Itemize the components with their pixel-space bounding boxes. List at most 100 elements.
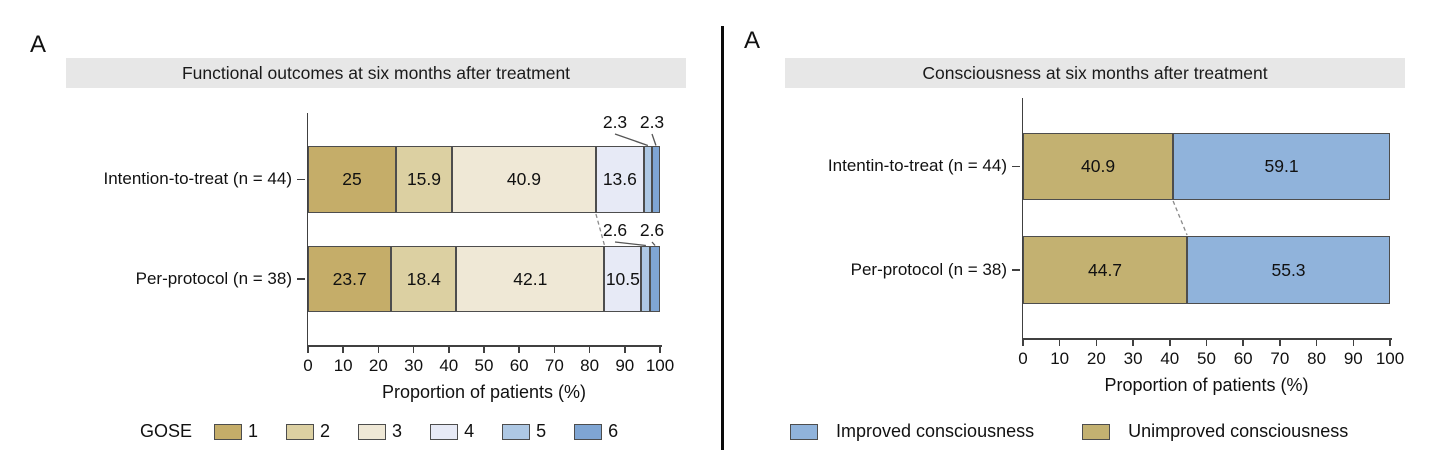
bar-value-label: 59.1 [1264,156,1299,176]
bar-row: 23.7 18.4 42.1 10.5 [308,246,660,312]
bar-segment [651,146,660,213]
x-tick [307,346,309,353]
legend-swatch [502,423,531,440]
category-tick [1012,269,1020,271]
bar-row: 40.9 59.1 [1023,133,1390,200]
outside-value-label: 2.6 [639,220,665,240]
y-axis [1021,98,1023,338]
x-tick-label: 20 [368,356,388,375]
plot-area: 0 10 20 30 40 50 60 70 80 90 100 Proportion of pati… [103,112,675,402]
legend-swatch [214,423,243,440]
bar-segment: 18.4 [391,246,457,312]
bar-segment: 23.7 [308,246,392,312]
x-tick-label: 30 [404,356,424,375]
legend-item: 1 [214,421,258,442]
x-tick [483,346,485,353]
legend-item: Unimproved consciousness [1082,421,1348,442]
legend-item: 4 [430,421,474,442]
x-tick-label: 100 [645,356,675,375]
bar-value-label: 10.5 [605,268,640,289]
x-tick-label: 60 [1233,349,1253,368]
x-tick-label: 90 [615,356,635,375]
x-tick-label: 40 [439,356,459,375]
bar-segment [650,246,660,312]
bar-value-label: 40.9 [1081,156,1116,176]
legend-item: 6 [574,421,618,442]
category-label: Per-protocol (n = 38) [850,259,1007,279]
bar-value-label: 44.7 [1087,259,1123,280]
x-tick [518,346,520,353]
bar-segment: 59.1 [1173,133,1390,200]
legend-swatch [430,423,459,440]
x-tick [1279,339,1281,346]
outside-value-label: 2.3 [602,112,628,132]
x-tick [1242,339,1244,346]
bar-row: 44.7 55.3 [1023,236,1390,304]
legend-title: GOSE [140,421,193,441]
bar-segment: 55.3 [1187,236,1390,304]
bar-segment: 40.9 [451,146,596,213]
x-tick-label: 70 [544,356,564,375]
bar-segment: 25 [308,146,396,213]
x-tick-label: 50 [474,356,494,375]
x-tick [1169,339,1171,346]
x-tick-label: 90 [1343,349,1363,368]
category-label: Intention-to-treat (n = 44) [103,169,292,188]
legend-swatch [1082,423,1111,440]
legend-label: 2 [320,421,331,441]
x-tick [342,346,344,353]
bar-segment: 10.5 [604,246,642,312]
legend-swatch [574,423,603,440]
legend: Improved consciousness Unimproved conscio… [790,421,1348,442]
panel-functional-outcomes: A Functional outcomes at six months afte… [30,31,686,442]
x-tick-label: 50 [1197,349,1216,368]
legend-swatch [790,423,818,440]
x-tick-label: 10 [1050,349,1070,368]
x-tick-label: 0 [1018,349,1028,368]
panel-label: A [744,27,761,54]
legend-label: Unimproved consciousness [1128,421,1349,441]
bar-segment: 42.1 [456,246,605,312]
legend: GOSE 1 2 3 4 5 6 [140,421,618,442]
bar-segment: 13.6 [595,146,644,213]
bar-value-label: 15.9 [406,169,441,189]
panel-title: Functional outcomes at six months after … [66,58,686,88]
bar-segment: 15.9 [396,146,452,213]
x-tick [588,346,591,353]
category-tick [297,178,305,181]
category-label: Intentin-to-treat (n = 44) [827,156,1007,175]
bar-segment [643,146,652,213]
bar-value-label: 18.4 [406,268,441,289]
legend-label: 6 [608,421,619,441]
x-tick-label: 80 [1307,349,1327,368]
legend-item: 3 [358,421,402,442]
x-axis [306,345,662,347]
x-tick-label: 30 [1123,349,1143,368]
category-label: Per-protocol (n = 38) [135,268,292,288]
category-tick [297,278,305,280]
x-tick [1022,339,1024,346]
panel-divider [721,26,724,450]
outside-value-label: 2.6 [602,220,628,240]
panel-title: Consciousness at six months after treatm… [785,58,1405,88]
category-tick [1012,165,1020,168]
outside-value-label: 2.3 [639,112,665,132]
bar-value-label: 23.7 [332,268,367,289]
y-axis [306,113,308,345]
x-tick [1352,339,1355,346]
x-tick-label: 70 [1270,349,1290,368]
legend-label: 3 [392,421,403,441]
x-tick-label: 40 [1160,349,1180,368]
x-tick [1205,339,1208,346]
bar-value-label: 40.9 [506,169,541,189]
bar-value-label: 25 [342,169,362,189]
bar-value-label: 42.1 [513,268,548,289]
bar-value-label: 13.6 [602,169,637,189]
plot-area: 0 10 20 30 40 50 60 70 80 90 100 Proportion of pati… [726,0,1452,470]
x-tick [448,346,450,353]
bar-segment: 44.7 [1023,236,1188,304]
x-tick-label: 10 [333,356,353,375]
bar-row: 25 15.9 40.9 13.6 [308,146,660,213]
x-tick-label: 20 [1086,349,1106,368]
x-tick [1058,339,1061,346]
